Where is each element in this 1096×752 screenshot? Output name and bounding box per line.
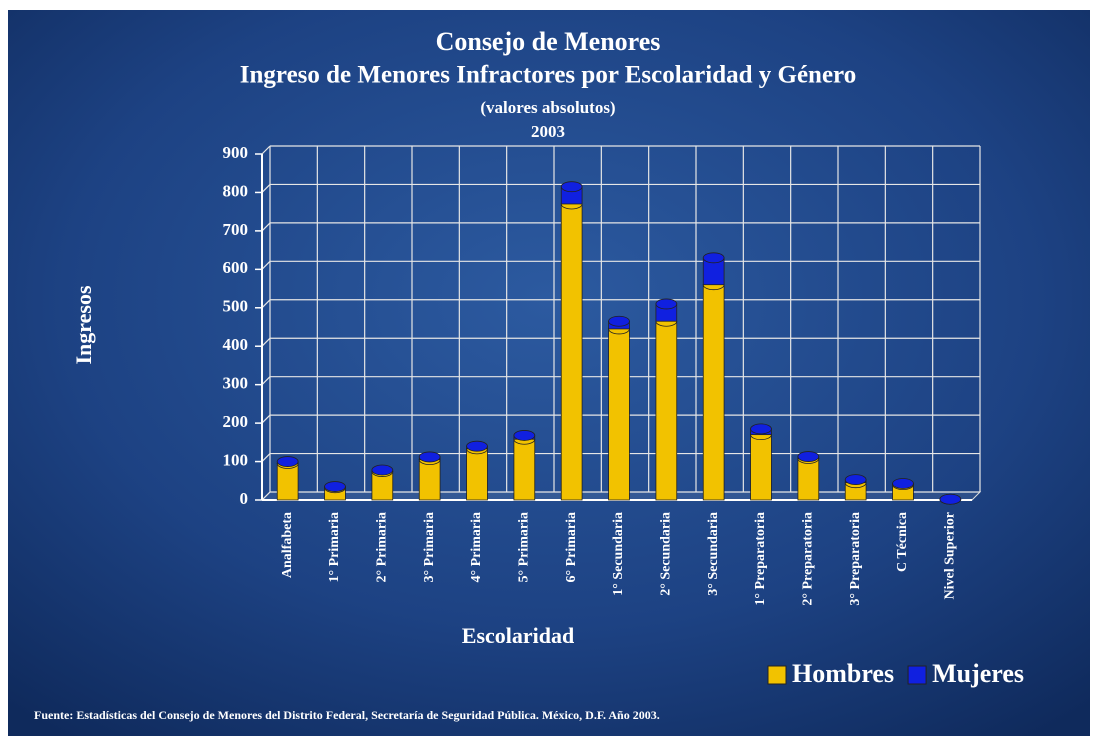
bar-cap [466, 440, 488, 452]
bar-segment [702, 284, 725, 501]
y-tick-label: 300 [223, 374, 249, 393]
bar-cap [939, 493, 962, 505]
bar-cap [702, 252, 725, 264]
grid-diagonal [261, 222, 271, 232]
y-tick-label: 800 [223, 181, 249, 200]
legend-label: Hombres [792, 659, 894, 688]
y-tick-label: 900 [223, 143, 249, 162]
bar-cap [324, 481, 346, 492]
legend-swatch [767, 665, 787, 685]
x-tick-label: 2° Primaria [375, 512, 390, 583]
bar-segment [466, 448, 488, 501]
y-tick-label: 200 [223, 412, 249, 431]
x-tick-label: C Técnica [895, 512, 910, 572]
background [8, 10, 1090, 736]
grid-diagonal [261, 184, 271, 193]
legend-swatch [907, 665, 927, 685]
x-tick-label: 1° Preparatoria [753, 512, 768, 606]
y-tick-label: 100 [223, 450, 249, 469]
grid-diagonal [261, 414, 271, 424]
bar-cap [608, 315, 630, 327]
grid-diagonal [261, 260, 271, 270]
y-tick-label: 700 [223, 220, 249, 239]
bar-cap [655, 298, 678, 310]
bar-segment [418, 459, 441, 501]
bar-segment [513, 438, 536, 501]
bar-cap [276, 456, 299, 467]
x-tick-label: 5° Primaria [517, 512, 532, 583]
legend-label: Mujeres [932, 659, 1024, 688]
bar-cap [892, 478, 914, 489]
grid-diagonal [261, 491, 271, 501]
bar-segment [608, 328, 630, 501]
chart-note: (valores absolutos) [480, 98, 615, 117]
grid-diagonal [261, 299, 271, 309]
grid-diagonal [261, 376, 271, 386]
bar-cap [371, 464, 394, 476]
bar-cap [797, 451, 820, 462]
bar-cap [750, 423, 772, 435]
bar-segment [655, 320, 678, 501]
x-tick-label: 6° Primaria [564, 512, 579, 583]
x-tick-label: 3° Preparatoria [848, 512, 863, 606]
y-tick-label: 0 [240, 489, 249, 508]
x-tick-label: 3° Secundaria [706, 512, 721, 596]
grid-diagonal [261, 145, 271, 155]
x-axis-label: Escolaridad [462, 623, 574, 648]
x-tick-label: Nivel Superior [943, 512, 958, 600]
bar-segment [750, 434, 772, 501]
bar-cap [418, 451, 441, 463]
chart-subtitle: Ingreso de Menores Infractores por Escol… [240, 62, 856, 89]
bar-segment [560, 203, 583, 501]
y-axis-label: Ingresos [71, 285, 96, 364]
x-tick-label: 1° Secundaria [611, 512, 626, 596]
bar-cap [560, 181, 583, 193]
y-tick-label: 400 [223, 335, 249, 354]
bar-cap [844, 474, 867, 486]
bar-cap [513, 430, 536, 441]
grid-diagonal [261, 337, 271, 347]
bar-segment [797, 458, 820, 501]
bar-segment [276, 463, 299, 501]
x-tick-label: 3° Primaria [422, 512, 437, 583]
x-tick-label: 2° Preparatoria [801, 512, 816, 606]
x-tick-label: 2° Secundaria [659, 512, 674, 596]
y-tick-label: 600 [223, 258, 249, 277]
x-tick-label: Analfabeta [280, 512, 295, 578]
source-note: Fuente: Estadísticas del Consejo de Meno… [34, 708, 660, 722]
chart-year: 2003 [531, 122, 565, 141]
x-tick-label: 4° Primaria [469, 512, 484, 583]
grid-diagonal [261, 453, 271, 462]
x-tick-label: 1° Primaria [327, 512, 342, 583]
y-tick-label: 500 [223, 297, 249, 316]
chart-title: Consejo de Menores [436, 27, 661, 56]
